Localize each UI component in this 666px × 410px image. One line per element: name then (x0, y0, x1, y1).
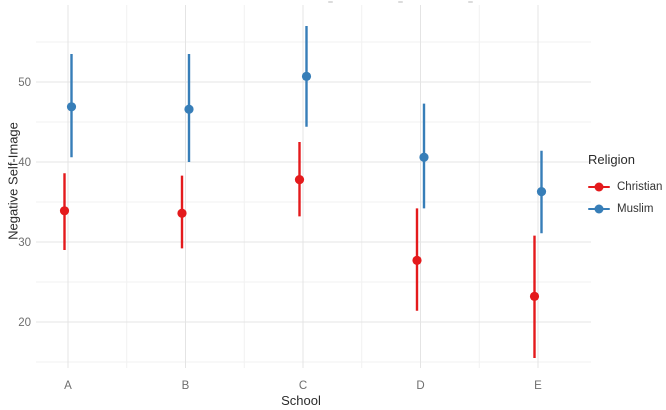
legend-entry-christian: Christian (588, 176, 662, 198)
point-christian-D (412, 255, 422, 265)
x-tick-label: C (299, 380, 307, 392)
point-muslim-C (301, 71, 312, 81)
legend: Religion Christian Muslim (588, 152, 662, 220)
point-christian-C (294, 175, 305, 185)
point-muslim-B (184, 104, 194, 114)
point-muslim-A (66, 102, 77, 112)
cropped-title-remnant (398, 1, 403, 3)
y-tick-label: 40 (18, 157, 31, 169)
legend-title: Religion (588, 152, 635, 167)
y-tick-label: 50 (18, 77, 31, 89)
y-tick-label: 30 (18, 237, 31, 249)
x-tick-label: D (416, 380, 424, 392)
cropped-title-remnant (328, 1, 333, 3)
legend-entries: Christian Muslim (588, 176, 662, 220)
x-axis-title: School (281, 393, 321, 408)
x-tick-label: B (182, 380, 190, 392)
point-christian-A (59, 206, 70, 216)
legend-label: Muslim (617, 203, 654, 215)
point-christian-B (177, 208, 187, 218)
y-tick-label: 20 (18, 317, 31, 329)
cropped-title-remnant (468, 1, 473, 3)
x-tick-label: E (534, 380, 542, 392)
point-christian-E (529, 291, 540, 301)
y-axis-title: Negative Self-Image (5, 122, 21, 240)
point-muslim-E (536, 187, 547, 197)
legend-label: Christian (617, 181, 663, 193)
legend-key-icon (588, 201, 610, 217)
legend-entry-muslim: Muslim (588, 198, 662, 220)
x-tick-label: A (64, 380, 72, 392)
legend-key-icon (588, 179, 610, 195)
point-muslim-D (419, 152, 429, 162)
